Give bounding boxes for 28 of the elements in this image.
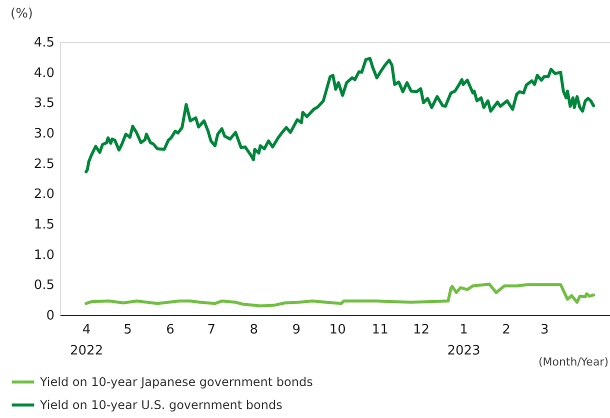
y-tick-label: 2.0 bbox=[34, 187, 54, 202]
y-tick-label: 3.5 bbox=[34, 96, 54, 112]
legend-label: Yield on 10-year Japanese government bonds bbox=[39, 375, 313, 389]
x-tick-label: 4 2022 bbox=[70, 322, 104, 358]
y-tick-label: 0 bbox=[46, 308, 54, 324]
x-tick-label: 9 bbox=[292, 322, 301, 338]
x-tick-label: 3 bbox=[540, 322, 549, 338]
x-tick-label: 6 bbox=[166, 322, 174, 338]
x-tick-label: 2 bbox=[502, 322, 510, 338]
x-axis-title: (Month/Year) bbox=[538, 356, 608, 368]
x-tick-label: 5 bbox=[124, 322, 132, 338]
line-series bbox=[84, 282, 596, 308]
x-tick-label: 1 2023 bbox=[447, 322, 480, 358]
y-tick-label: 2.5 bbox=[34, 156, 54, 172]
y-tick-label: 4.5 bbox=[34, 36, 54, 50]
y-tick-label: 1.0 bbox=[34, 248, 54, 263]
x-tick-label: 10 bbox=[329, 322, 346, 338]
x-tick-label: 7 bbox=[207, 322, 216, 338]
x-tick-label: 11 bbox=[372, 322, 388, 338]
y-tick-label: 0.5 bbox=[34, 278, 54, 294]
x-tick-label: 12 bbox=[412, 322, 430, 338]
x-tick-label: 8 bbox=[250, 322, 258, 338]
y-tick-label: 1.5 bbox=[34, 218, 54, 232]
y-tick-label: 3.0 bbox=[34, 126, 54, 142]
y-axis-title: (%) bbox=[10, 6, 33, 22]
line-series bbox=[84, 56, 596, 174]
y-tick-label: 4.0 bbox=[34, 66, 54, 81]
legend-label: Yield on 10-year U.S. government bonds bbox=[39, 398, 282, 412]
